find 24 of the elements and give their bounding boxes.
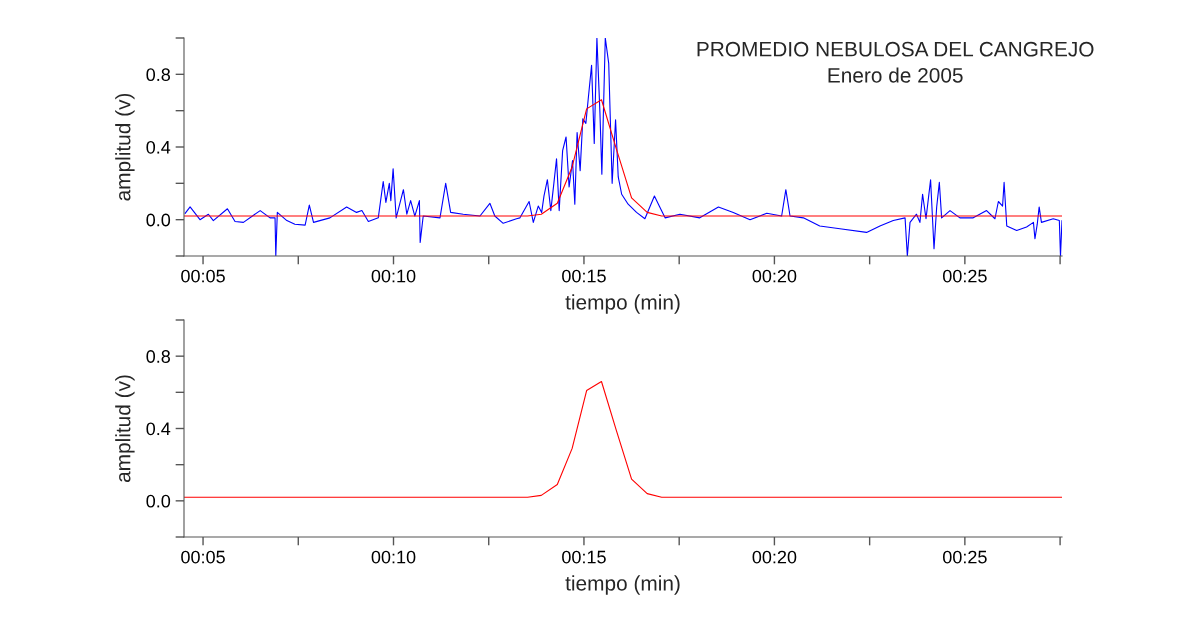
text: Enero de 2005 [828,67,963,83]
line-series [184,99,1062,217]
line-series [184,380,1062,498]
y-tick-label: 0.0 [146,494,171,508]
y-tick-label: 0.8 [146,350,171,363]
x-tick-label: 00:10 [371,269,416,283]
x-tick-label: 00:25 [942,550,987,564]
x-tick-label: 00:05 [181,550,225,564]
x-axis-title: tiempo (min) [565,575,680,595]
y-axis-title: amplitud (v) [115,93,135,201]
x-tick-label: 00:20 [752,269,797,283]
x-tick-label: 00:15 [562,550,606,564]
chart-title: PROMEDIO NEBULOSA DEL CANGREJO [697,41,1094,57]
x-tick-label: 00:10 [371,550,416,564]
x-tick-label: 00:15 [562,269,606,283]
x-tick-label: 00:20 [752,550,797,564]
y-tick-label: 0.0 [146,213,171,227]
y-axis-title: amplitud (v) [115,375,135,483]
y-tick-label: 0.4 [146,140,171,154]
x-axis-title: tiempo (min) [565,294,680,314]
x-tick-label: 00:25 [942,269,987,283]
x-tick-label: 00:05 [181,269,225,283]
y-tick-label: 0.8 [146,68,171,82]
y-tick-label: 0.4 [146,422,171,436]
